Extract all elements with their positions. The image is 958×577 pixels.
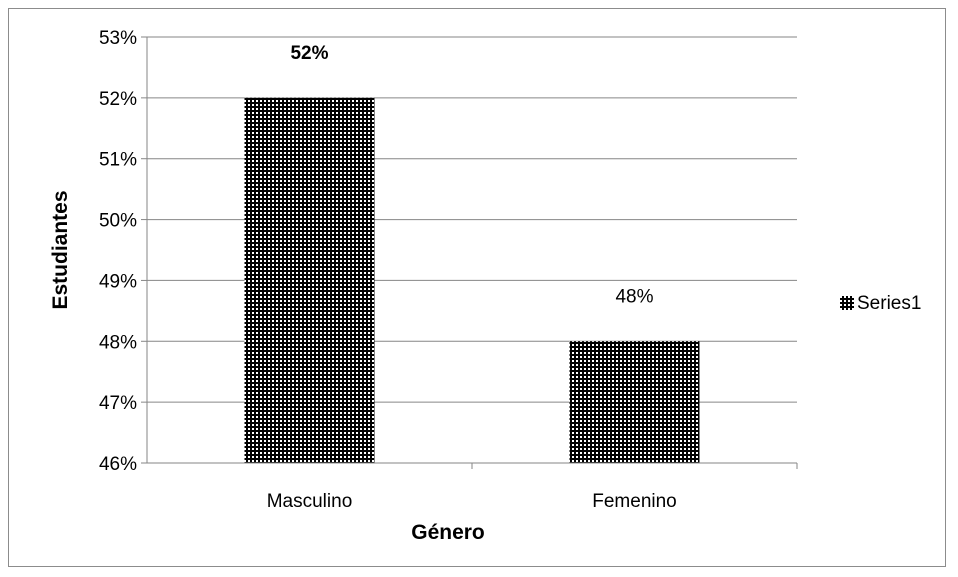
legend-entry: Series1 bbox=[857, 293, 921, 314]
bar bbox=[244, 97, 375, 463]
x-axis-categories: Masculino Femenino bbox=[267, 491, 677, 512]
y-tick-label: 46% bbox=[99, 454, 137, 475]
data-label: 52% bbox=[290, 43, 328, 64]
y-tick-label: 53% bbox=[99, 28, 137, 49]
y-tick-label: 47% bbox=[99, 393, 137, 414]
y-tick-label: 49% bbox=[99, 271, 137, 292]
x-axis-title: Género bbox=[411, 521, 485, 544]
y-axis-ticks: 46% 47% 48% 49% 50% 51% 52% 53% bbox=[99, 28, 137, 475]
y-axis-title: Estudiantes bbox=[49, 190, 72, 309]
y-tick-label: 50% bbox=[99, 211, 137, 232]
x-category-label: Femenino bbox=[592, 491, 677, 512]
data-labels: 52% 48% bbox=[290, 43, 653, 307]
data-label: 48% bbox=[615, 286, 653, 307]
x-category-label: Masculino bbox=[267, 491, 353, 512]
axes bbox=[141, 36, 798, 469]
legend: Series1 bbox=[840, 293, 921, 314]
legend-swatch bbox=[840, 296, 854, 310]
y-tick-label: 52% bbox=[99, 89, 137, 110]
y-tick-label: 48% bbox=[99, 332, 137, 353]
y-tick-label: 51% bbox=[99, 150, 137, 171]
chart-frame bbox=[8, 8, 946, 567]
bar bbox=[569, 341, 700, 463]
bars bbox=[244, 97, 700, 463]
